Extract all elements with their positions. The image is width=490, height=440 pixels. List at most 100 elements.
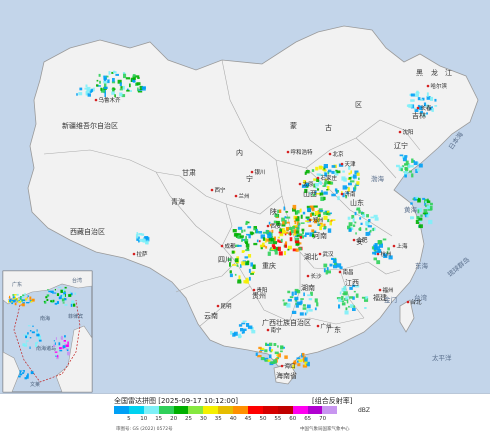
inset-radar-echo [27, 325, 31, 327]
radar-echo [341, 191, 343, 194]
city-label-taipei: 台北 [411, 298, 423, 306]
province-neimenggu-b: 蒙 [290, 121, 297, 130]
province-xinjiang: 新疆维吾尔自治区 [62, 121, 118, 130]
radar-echo [349, 180, 355, 183]
radar-echo [388, 255, 393, 260]
radar-echo [426, 200, 431, 204]
inset-radar-echo [20, 296, 22, 299]
radar-echo [146, 240, 149, 245]
radar-echo [404, 170, 407, 175]
legend-swatch [158, 406, 174, 414]
radar-echo [434, 98, 437, 102]
radar-echo [365, 221, 368, 225]
radar-echo [295, 304, 299, 308]
radar-echo [424, 201, 426, 206]
radar-echo [304, 171, 307, 175]
radar-echo [346, 192, 349, 194]
radar-echo [247, 260, 250, 263]
province-guizhou: 贵州 [252, 291, 266, 300]
radar-echo [292, 248, 297, 252]
radar-echo [316, 178, 320, 182]
radar-echo [401, 165, 405, 168]
sea-label-jinmen: 金门 [384, 295, 397, 304]
inset-radar-echo [22, 303, 25, 307]
radar-echo [348, 228, 352, 232]
radar-echo [251, 232, 255, 235]
radar-echo [91, 88, 94, 92]
radar-echo [422, 113, 426, 117]
radar-echo [418, 224, 423, 229]
radar-echo [246, 221, 250, 224]
radar-echo [86, 86, 91, 92]
radar-echo [302, 364, 308, 368]
city-label-fuzhou: 福州 [383, 286, 394, 294]
province-heilongjiang-c: 江 [445, 69, 452, 77]
radar-echo [295, 230, 300, 234]
radar-echo [374, 217, 379, 221]
province-hubei: 湖北 [304, 252, 318, 261]
radar-echo [125, 77, 130, 80]
radar-echo [277, 345, 279, 348]
radar-echo [323, 191, 328, 195]
radar-echo [232, 229, 237, 233]
sea-label-bohai: 渤海 [371, 174, 385, 183]
radar-echo [372, 251, 377, 255]
inset-radar-echo [62, 288, 65, 292]
legend-unit: dBZ [358, 407, 371, 414]
radar-echo [104, 83, 107, 88]
radar-echo [386, 251, 389, 254]
radar-echo [281, 345, 284, 349]
inset-radar-echo [64, 294, 66, 297]
province-heilongjiang-a: 黑 [416, 69, 423, 77]
radar-echo [271, 244, 276, 248]
radar-echo [285, 304, 289, 306]
radar-echo [383, 253, 388, 258]
radar-echo [323, 223, 326, 228]
radar-echo [426, 92, 429, 97]
radar-echo [417, 207, 422, 212]
inset-radar-echo [35, 342, 38, 345]
radar-echo [258, 346, 262, 350]
inset-dashed-line [13, 299, 81, 383]
inset-radar-echo [30, 300, 33, 303]
radar-echo [294, 237, 299, 242]
radar-echo [281, 223, 286, 227]
radar-echo [323, 164, 328, 169]
radar-echo [348, 177, 352, 180]
province-henan: 河南 [313, 231, 327, 240]
radar-echo [322, 185, 326, 187]
radar-echo [305, 220, 310, 222]
radar-echo [420, 98, 423, 101]
radar-echo [232, 332, 236, 337]
radar-echo [295, 248, 299, 252]
radar-echo [123, 73, 127, 79]
radar-echo [422, 197, 426, 200]
inset-radar-echo [24, 298, 28, 301]
radar-echo [272, 246, 276, 249]
radar-echo [320, 196, 325, 201]
inset-radar-echo [14, 294, 17, 296]
radar-echo [342, 185, 347, 190]
inset-radar-echo [59, 349, 63, 352]
city-label-kunming: 昆明 [221, 303, 233, 310]
radar-echo [76, 93, 78, 96]
radar-echo [270, 237, 275, 242]
inset-radar-echo [8, 300, 10, 303]
inset-radar-echo [37, 335, 41, 338]
legend-ticks: 5 10 15 20 25 30 35 40 45 50 55 60 65 70 [114, 416, 354, 424]
radar-echo [352, 296, 355, 300]
radar-echo [245, 261, 250, 266]
radar-echo [292, 225, 296, 230]
radar-echo [245, 222, 248, 225]
radar-echo [98, 73, 101, 77]
legend-tick: 35 [214, 416, 222, 422]
inset-radar-echo [53, 299, 55, 303]
inset-radar-echo [64, 298, 67, 301]
legend-title: 全国雷达拼图 [2025-09-17 10:12:00] [114, 397, 239, 405]
radar-echo [115, 73, 119, 76]
city-label-beijing: 北京 [333, 150, 345, 158]
inset-label-philippines: 菲律宾 [68, 313, 83, 320]
radar-echo [241, 331, 244, 334]
radar-echo [255, 229, 258, 234]
radar-echo [426, 104, 429, 108]
